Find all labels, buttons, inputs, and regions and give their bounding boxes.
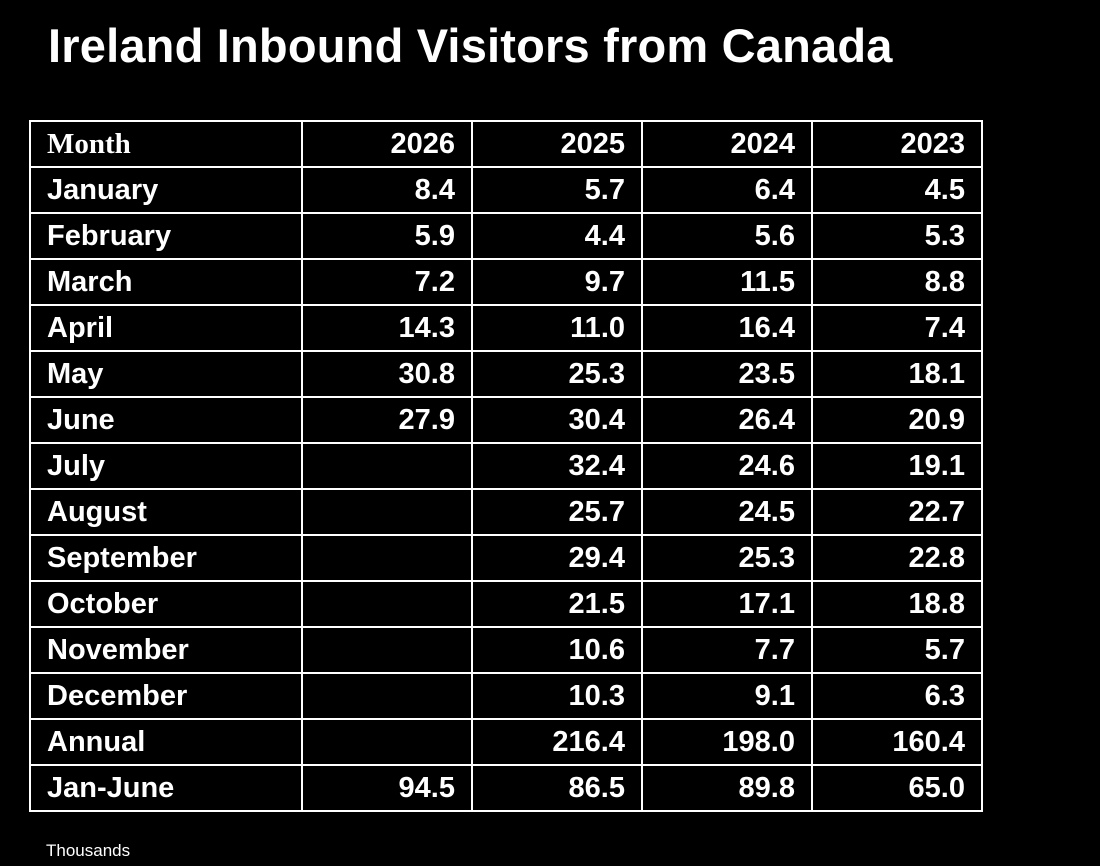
table-row: May 30.8 25.3 23.5 18.1 [29, 350, 983, 398]
value-cell: 198.0 [641, 718, 813, 766]
row-label-cell: December [29, 672, 303, 720]
value-cell: 29.4 [471, 534, 643, 582]
table-row: September 29.4 25.3 22.8 [29, 534, 983, 582]
value-cell: 4.4 [471, 212, 643, 260]
value-cell: 7.4 [811, 304, 983, 352]
value-cell: 4.5 [811, 166, 983, 214]
value-cell: 6.3 [811, 672, 983, 720]
value-cell: 22.7 [811, 488, 983, 536]
value-cell: 65.0 [811, 764, 983, 812]
table-row: February 5.9 4.4 5.6 5.3 [29, 212, 983, 260]
value-cell: 18.1 [811, 350, 983, 398]
value-cell: 30.8 [301, 350, 473, 398]
value-cell: 9.1 [641, 672, 813, 720]
row-label-cell: November [29, 626, 303, 674]
value-cell: 27.9 [301, 396, 473, 444]
value-cell: 7.2 [301, 258, 473, 306]
value-cell: 216.4 [471, 718, 643, 766]
value-cell: 11.0 [471, 304, 643, 352]
row-label-cell: February [29, 212, 303, 260]
visitors-table: Month 2026 2025 2024 2023 January 8.4 5.7 6… [29, 120, 983, 812]
row-label-cell: June [29, 396, 303, 444]
value-cell: 5.9 [301, 212, 473, 260]
value-cell: 20.9 [811, 396, 983, 444]
value-cell: 8.4 [301, 166, 473, 214]
page-title: Ireland Inbound Visitors from Canada [48, 19, 893, 72]
value-cell: 89.8 [641, 764, 813, 812]
value-cell: 25.7 [471, 488, 643, 536]
row-label-cell: September [29, 534, 303, 582]
value-cell: 18.8 [811, 580, 983, 628]
value-cell: 21.5 [471, 580, 643, 628]
value-cell: 5.7 [811, 626, 983, 674]
value-cell: 26.4 [641, 396, 813, 444]
value-cell [301, 580, 473, 628]
value-cell: 11.5 [641, 258, 813, 306]
value-cell: 10.3 [471, 672, 643, 720]
value-cell: 7.7 [641, 626, 813, 674]
row-label-cell: August [29, 488, 303, 536]
value-cell: 10.6 [471, 626, 643, 674]
value-cell [301, 442, 473, 490]
value-cell [301, 488, 473, 536]
table-row: Jan-June 94.5 86.5 89.8 65.0 [29, 764, 983, 812]
value-cell: 5.6 [641, 212, 813, 260]
value-cell: 22.8 [811, 534, 983, 582]
value-cell: 14.3 [301, 304, 473, 352]
value-cell: 94.5 [301, 764, 473, 812]
row-label-cell: Jan-June [29, 764, 303, 812]
value-cell: 24.6 [641, 442, 813, 490]
value-cell: 19.1 [811, 442, 983, 490]
row-label-cell: May [29, 350, 303, 398]
value-cell: 9.7 [471, 258, 643, 306]
row-label-cell: October [29, 580, 303, 628]
value-cell [301, 626, 473, 674]
value-cell: 25.3 [641, 534, 813, 582]
value-cell [301, 718, 473, 766]
value-cell: 24.5 [641, 488, 813, 536]
value-cell: 23.5 [641, 350, 813, 398]
table-row: October 21.5 17.1 18.8 [29, 580, 983, 628]
table-row: January 8.4 5.7 6.4 4.5 [29, 166, 983, 214]
table-row: July 32.4 24.6 19.1 [29, 442, 983, 490]
value-cell [301, 672, 473, 720]
table-row: June 27.9 30.4 26.4 20.9 [29, 396, 983, 444]
row-label-cell: March [29, 258, 303, 306]
column-header-year: 2024 [641, 120, 813, 168]
column-header-year: 2025 [471, 120, 643, 168]
value-cell: 30.4 [471, 396, 643, 444]
unit-footnote: Thousands [46, 841, 131, 860]
value-cell: 25.3 [471, 350, 643, 398]
value-cell: 16.4 [641, 304, 813, 352]
column-header-year: 2026 [301, 120, 473, 168]
table-body: January 8.4 5.7 6.4 4.5 February 5.9 4.4 5.6 5.3 M… [29, 166, 983, 812]
row-label-cell: April [29, 304, 303, 352]
table-row: December 10.3 9.1 6.3 [29, 672, 983, 720]
row-label-cell: July [29, 442, 303, 490]
column-header-month: Month [29, 120, 303, 168]
value-cell: 8.8 [811, 258, 983, 306]
table-row: August 25.7 24.5 22.7 [29, 488, 983, 536]
table-header-row: Month 2026 2025 2024 2023 [29, 120, 983, 168]
value-cell: 86.5 [471, 764, 643, 812]
table-row: November 10.6 7.7 5.7 [29, 626, 983, 674]
table-row: Annual 216.4 198.0 160.4 [29, 718, 983, 766]
value-cell: 5.3 [811, 212, 983, 260]
column-header-year: 2023 [811, 120, 983, 168]
value-cell: 17.1 [641, 580, 813, 628]
value-cell: 32.4 [471, 442, 643, 490]
value-cell [301, 534, 473, 582]
value-cell: 6.4 [641, 166, 813, 214]
table-row: April 14.3 11.0 16.4 7.4 [29, 304, 983, 352]
row-label-cell: January [29, 166, 303, 214]
value-cell: 160.4 [811, 718, 983, 766]
row-label-cell: Annual [29, 718, 303, 766]
table-row: March 7.2 9.7 11.5 8.8 [29, 258, 983, 306]
value-cell: 5.7 [471, 166, 643, 214]
